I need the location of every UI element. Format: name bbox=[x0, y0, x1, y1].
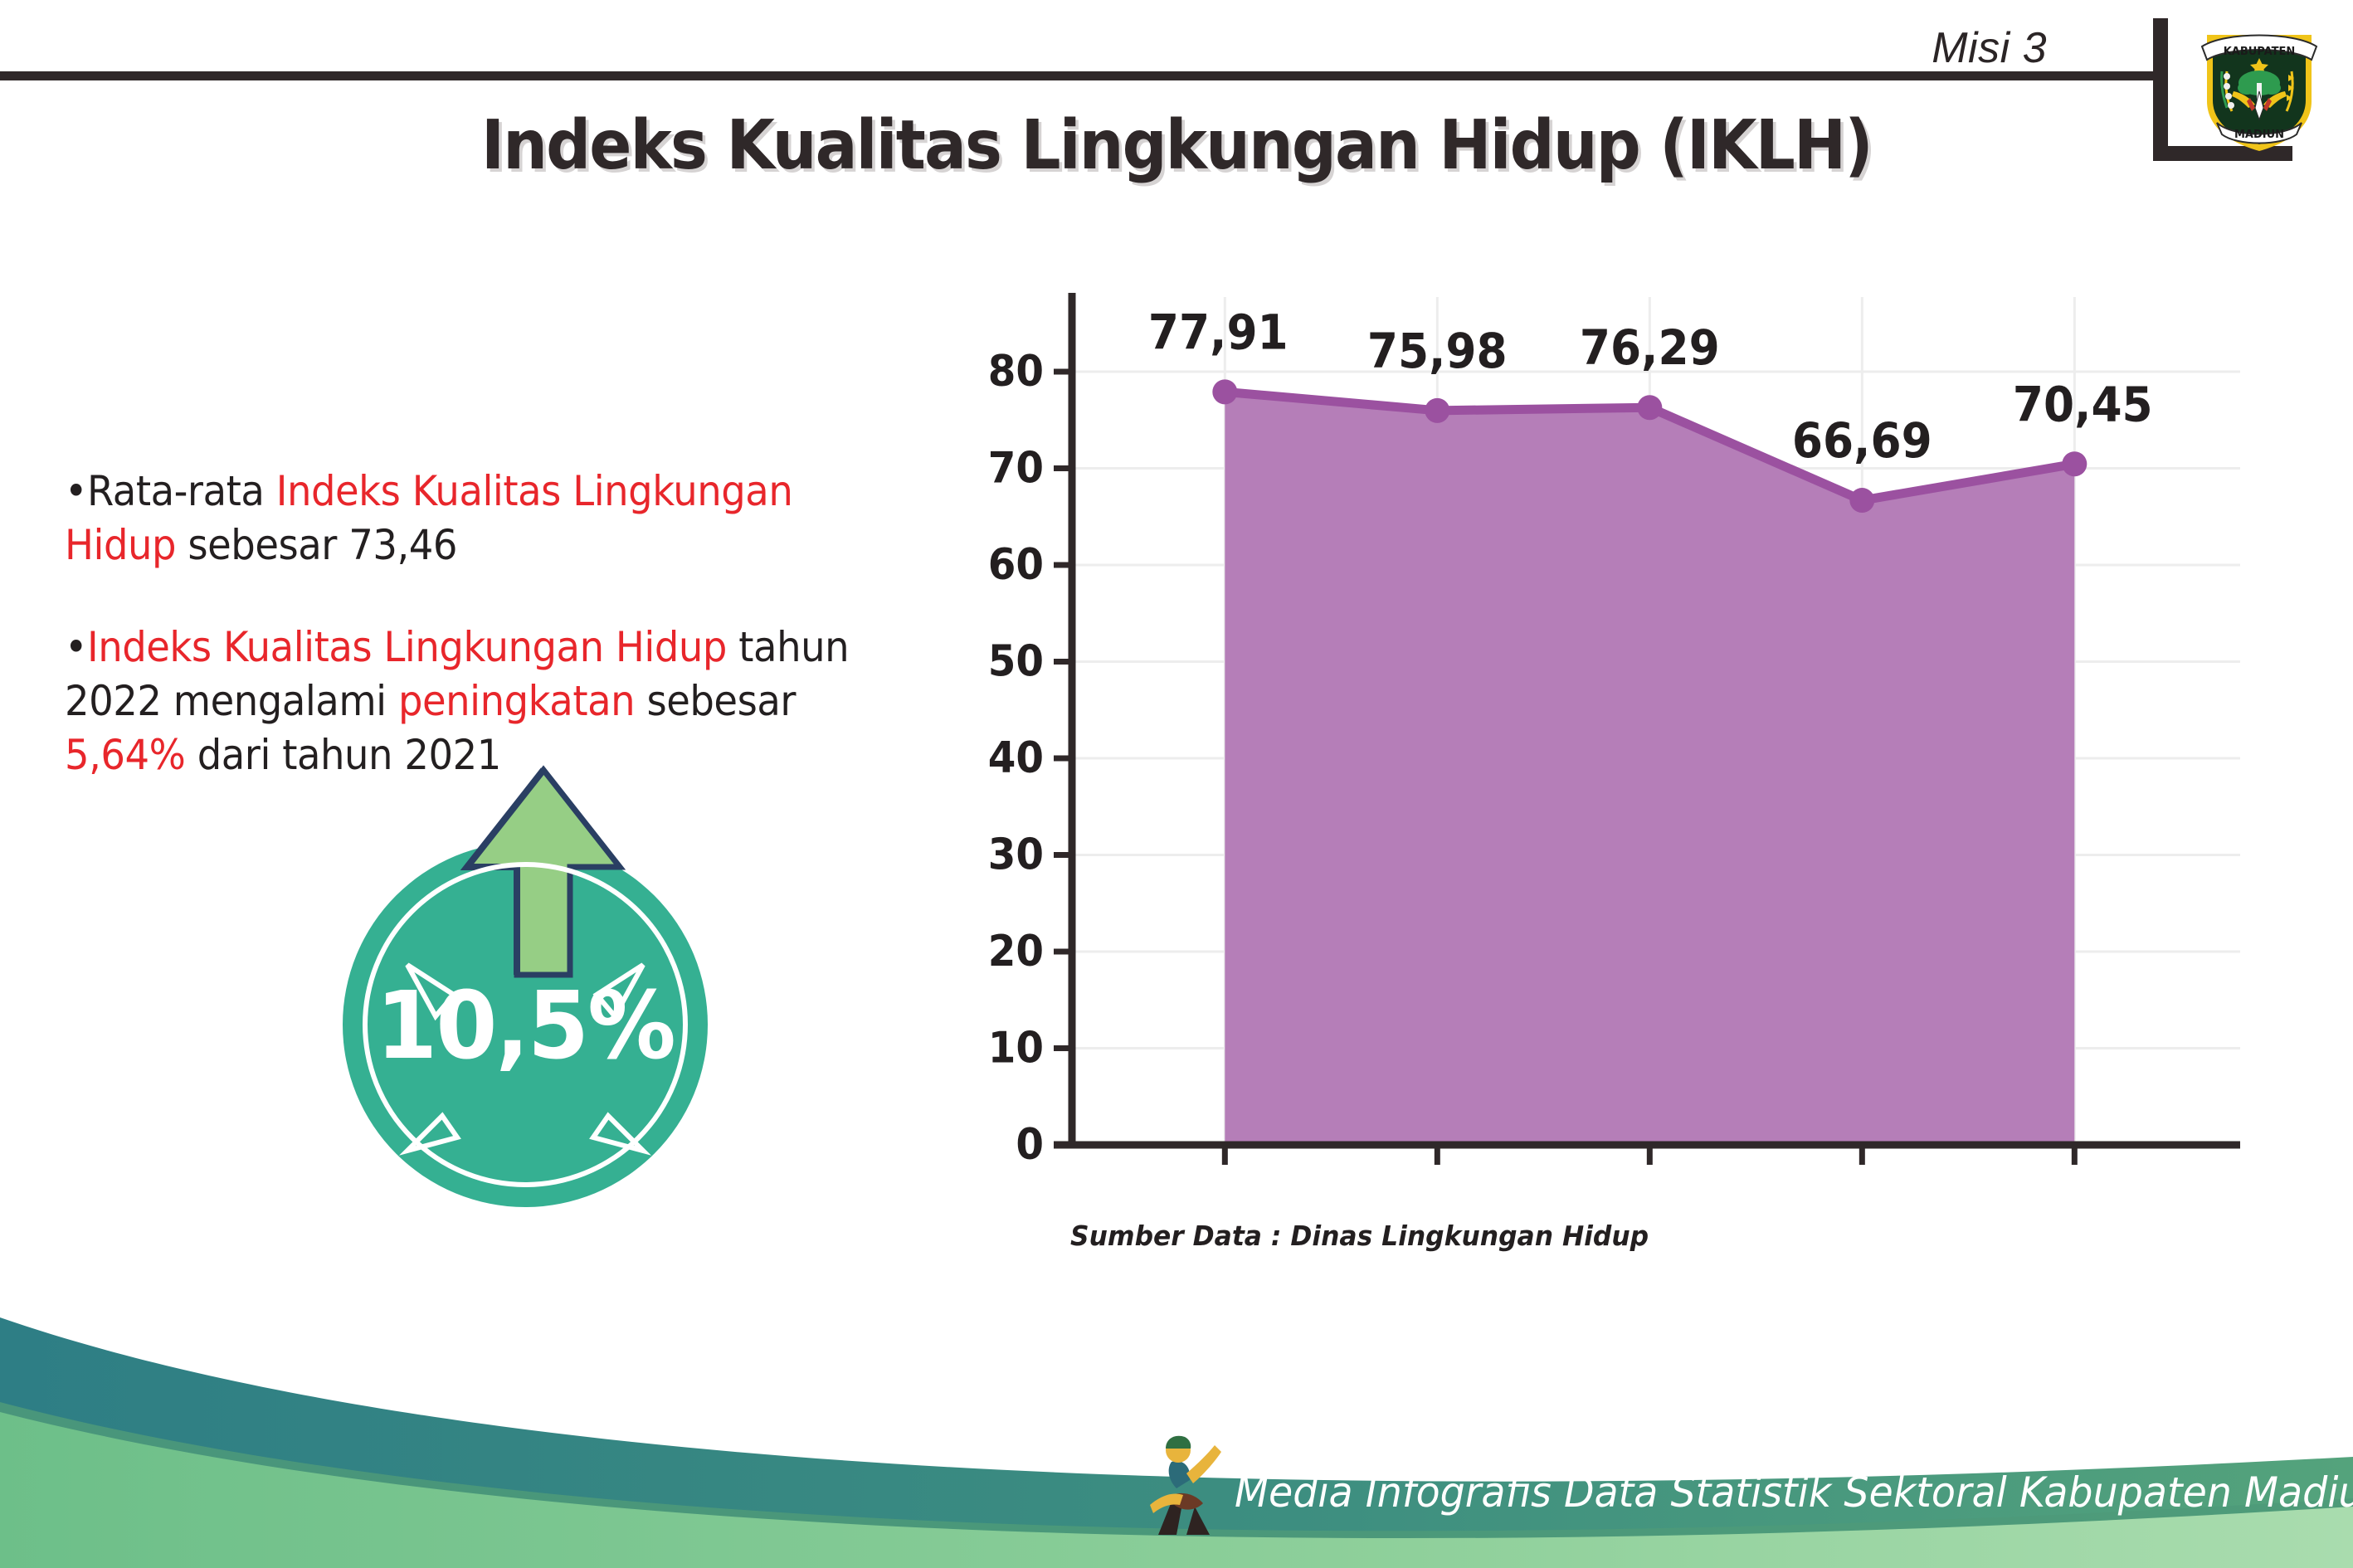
bullet-text: tahun 2022 mengalami bbox=[65, 623, 850, 725]
data-label: 76,29 bbox=[1580, 320, 1720, 377]
y-axis-tick-label: 20 bbox=[988, 925, 1044, 976]
page-title: Indeks Kualitas Lingkungan Hidup (IKLH) bbox=[481, 106, 1873, 185]
x-axis-tick-label: 2018 bbox=[1167, 1176, 1284, 1178]
data-label: 75,98 bbox=[1367, 324, 1508, 380]
x-axis-tick-label: 2020 bbox=[1591, 1176, 1708, 1178]
data-point-marker bbox=[1425, 397, 1450, 423]
y-axis-tick-label: 0 bbox=[1016, 1118, 1044, 1169]
chart-source-note: Sumber Data : Dinas Lingkungan Hidup bbox=[1070, 1220, 1649, 1252]
bullet-text: dari tahun 2021 bbox=[185, 731, 502, 779]
footer-caption: Media Infografis Data Statistik Sektoral… bbox=[1235, 1468, 2353, 1517]
bullet-text: sebesar 73,46 bbox=[176, 521, 458, 569]
y-axis-tick-label: 60 bbox=[988, 538, 1044, 589]
list-item: •Rata-rata Indeks Kualitas Lingkungan Hi… bbox=[65, 465, 883, 572]
kabupaten-madiun-logo: KABUPATEN MADIUN bbox=[2200, 34, 2318, 151]
badge-value: 10,5% bbox=[376, 972, 676, 1080]
bullet-accent-text: Indeks Kualitas Lingkungan Hidup bbox=[65, 467, 793, 569]
chart-canvas: 0 10 20 30 40 50 60 70 80 2018 2019 2020 2021 2022 77,… bbox=[988, 293, 2240, 1178]
y-axis-tick-label: 70 bbox=[988, 442, 1044, 493]
data-label: 66,69 bbox=[1792, 413, 1932, 470]
x-axis-tick-label: 2022 bbox=[2016, 1176, 2133, 1178]
bullet-accent-text: peningkatan bbox=[397, 677, 636, 725]
bullet-text: •Rata-rata bbox=[65, 467, 276, 515]
x-axis-tick-label: 2021 bbox=[1804, 1176, 1921, 1178]
data-point-marker bbox=[1849, 488, 1875, 514]
x-axis-tick-label: 2019 bbox=[1379, 1176, 1496, 1178]
y-axis-tick-label: 40 bbox=[988, 732, 1044, 782]
data-point-marker bbox=[1212, 379, 1238, 405]
y-axis-tick-label: 30 bbox=[988, 829, 1044, 879]
y-axis-tick-label: 10 bbox=[988, 1022, 1044, 1073]
data-label: 70,45 bbox=[2013, 377, 2153, 433]
y-axis-tick-label: 50 bbox=[988, 635, 1044, 686]
badge-inner-ring bbox=[363, 862, 688, 1187]
bullet-text: • bbox=[65, 623, 87, 671]
data-point-marker bbox=[1637, 395, 1663, 421]
bullet-list: •Rata-rata Indeks Kualitas Lingkungan Hi… bbox=[65, 465, 944, 830]
data-label: 77,91 bbox=[1148, 304, 1289, 361]
bullet-accent-text: 5,64% bbox=[65, 731, 186, 779]
y-axis-tick-label: 80 bbox=[988, 345, 1044, 396]
header-divider bbox=[0, 71, 2156, 80]
badge-corner-arrows bbox=[398, 962, 652, 1156]
area-fill bbox=[1225, 392, 2075, 1145]
bullet-accent-text: Indeks Kualitas Lingkungan Hidup bbox=[86, 623, 727, 671]
iklh-area-chart: 0 10 20 30 40 50 60 70 80 2018 2019 2020 2021 2022 77,… bbox=[979, 274, 2248, 1178]
logo-bottom-banner-text: MADIUN bbox=[2234, 129, 2284, 141]
logo-top-banner-text: KABUPATEN bbox=[2224, 46, 2296, 58]
dancer-figure-logo bbox=[1150, 1435, 1221, 1535]
header-corner-bracket-vertical bbox=[2153, 18, 2168, 161]
data-point-marker bbox=[2062, 451, 2087, 477]
misi-label: Misi 3 bbox=[1932, 24, 2047, 72]
footer-wave bbox=[0, 1317, 2353, 1568]
increase-badge: 10,5% bbox=[328, 747, 767, 1211]
list-item: •Indeks Kualitas Lingkungan Hidup tahun … bbox=[65, 621, 883, 782]
bullet-text: sebesar bbox=[635, 677, 797, 725]
